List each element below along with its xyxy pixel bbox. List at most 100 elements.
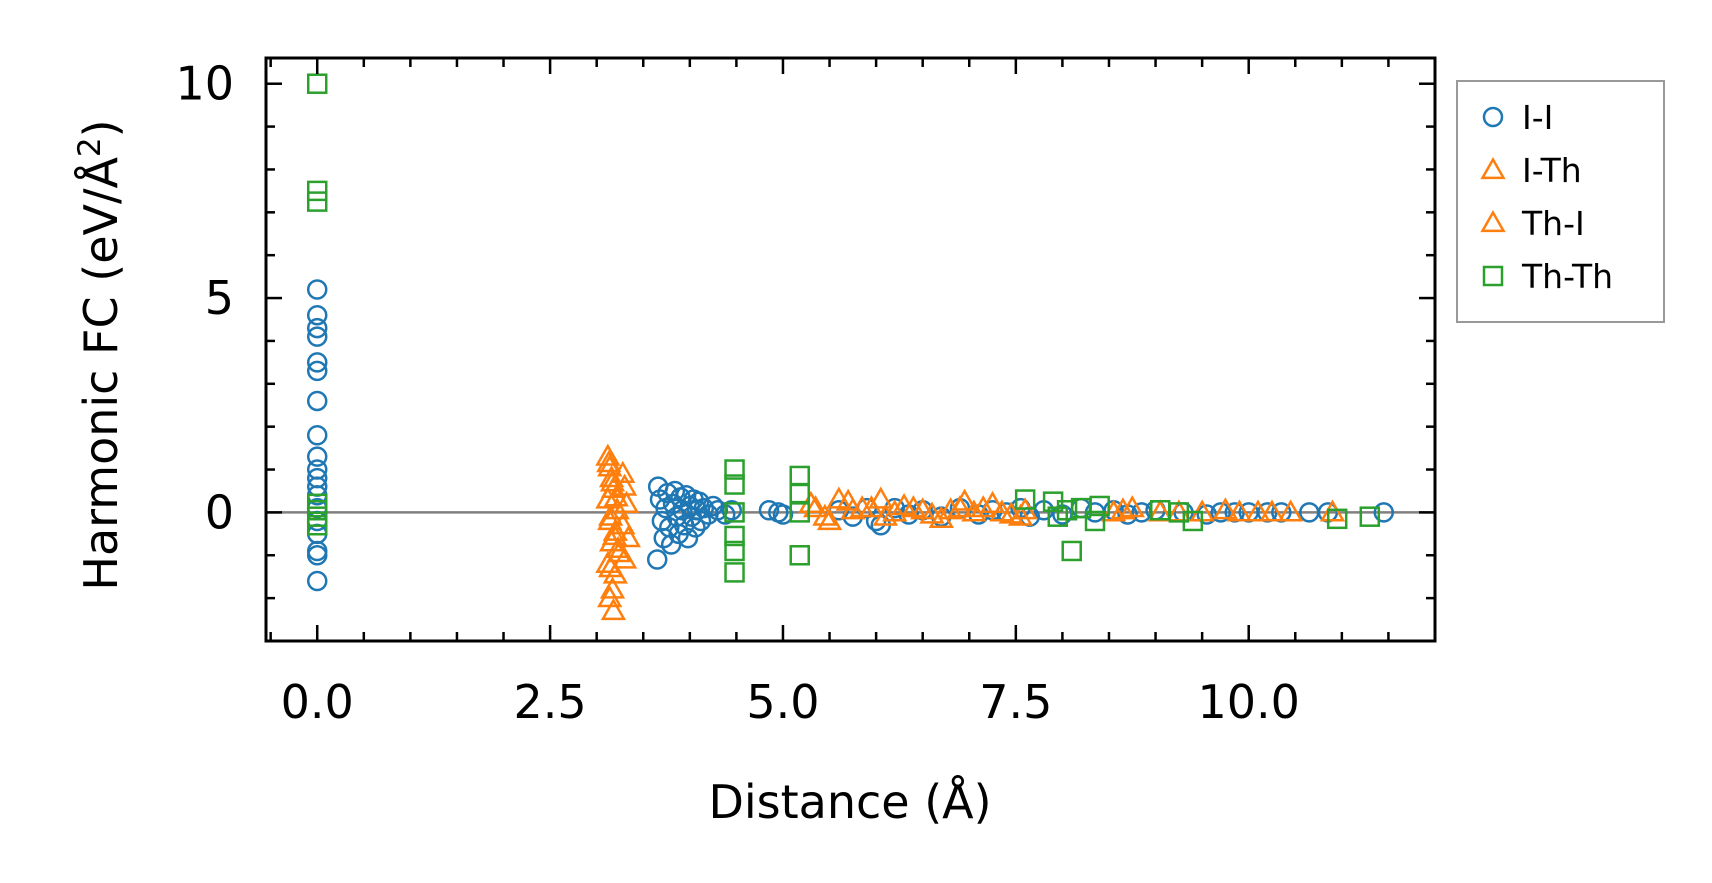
legend-marker xyxy=(1482,265,1504,287)
data-point xyxy=(900,495,927,518)
data-point xyxy=(724,474,745,495)
data-point xyxy=(1359,506,1381,527)
data-point xyxy=(989,499,1015,522)
series-th-i xyxy=(596,450,1346,599)
data-point xyxy=(1007,503,1034,526)
plot-area xyxy=(266,73,1435,621)
data-point xyxy=(1373,502,1395,523)
data-point xyxy=(599,576,626,599)
data-point xyxy=(597,503,624,526)
data-point xyxy=(835,488,861,511)
data-point xyxy=(646,549,668,570)
x-tick-label: 10.0 xyxy=(1197,675,1299,729)
data-point xyxy=(872,503,899,526)
data-point xyxy=(664,480,686,502)
data-point xyxy=(306,424,328,446)
legend: I-I I-Th Th-I Th-Th xyxy=(1456,80,1665,323)
data-point xyxy=(1182,510,1204,532)
legend-item: I-I xyxy=(1482,98,1553,137)
data-point xyxy=(816,507,843,531)
data-point xyxy=(306,73,328,94)
data-point xyxy=(970,495,996,518)
data-point xyxy=(1226,499,1253,522)
data-point xyxy=(789,465,810,487)
data-point xyxy=(306,570,328,592)
data-point xyxy=(961,499,987,522)
data-point xyxy=(677,527,699,549)
data-point xyxy=(306,540,328,562)
data-point xyxy=(868,486,894,509)
data-point xyxy=(882,499,908,522)
data-point xyxy=(1014,489,1036,510)
data-point xyxy=(306,352,328,373)
data-point xyxy=(789,482,810,504)
data-point xyxy=(802,495,829,518)
legend-item: I-Th xyxy=(1480,151,1582,190)
data-point xyxy=(306,279,328,300)
data-point xyxy=(597,555,624,578)
data-point xyxy=(721,500,742,521)
data-point xyxy=(1259,499,1285,522)
x-axis-label: Distance (Å) xyxy=(708,775,991,829)
data-point xyxy=(724,562,745,583)
legend-item: Th-I xyxy=(1480,204,1585,243)
y-axis-label-close: ) xyxy=(74,119,128,137)
legend-marker xyxy=(1482,106,1504,128)
data-point xyxy=(306,317,328,339)
data-point xyxy=(306,304,328,326)
legend-marker xyxy=(1480,209,1506,233)
y-tick-label: 0 xyxy=(205,485,234,539)
data-point xyxy=(306,180,328,202)
data-point xyxy=(724,459,745,480)
legend-box xyxy=(1456,80,1665,323)
data-point xyxy=(1061,540,1082,562)
data-point xyxy=(596,450,622,473)
data-point xyxy=(1084,510,1106,532)
plot-frame xyxy=(264,56,1437,643)
data-point xyxy=(789,502,810,523)
data-point xyxy=(595,486,621,509)
x-axis-ticks: 0.0 2.5 5.0 7.5 10.0 xyxy=(269,58,1437,729)
data-point xyxy=(1056,500,1078,521)
data-point xyxy=(724,502,745,523)
data-point xyxy=(306,191,328,212)
series-th-th xyxy=(306,73,1381,583)
data-point xyxy=(951,488,978,511)
data-point xyxy=(306,360,328,382)
data-point xyxy=(306,326,328,347)
data-point xyxy=(1089,495,1110,517)
legend-label: I-Th xyxy=(1522,151,1582,190)
legend-label: Th-I xyxy=(1521,204,1585,243)
x-tick-label: 7.5 xyxy=(979,675,1052,729)
data-point xyxy=(306,515,328,536)
legend-label: I-I xyxy=(1522,98,1553,137)
data-point xyxy=(605,535,631,558)
data-point xyxy=(1245,499,1271,522)
data-point xyxy=(1326,508,1348,530)
data-point xyxy=(615,525,641,548)
data-point xyxy=(1210,502,1232,523)
y-axis-label-main: Harmonic FC (eV/Å xyxy=(74,157,128,591)
data-point xyxy=(724,540,745,562)
data-point xyxy=(1277,499,1304,522)
data-point xyxy=(1110,497,1136,520)
data-point xyxy=(693,497,715,519)
data-point xyxy=(1212,497,1239,520)
data-point xyxy=(611,546,638,569)
x-tick-label: 5.0 xyxy=(746,675,819,729)
y-tick-label: 5 xyxy=(205,271,234,325)
data-point xyxy=(613,490,640,513)
data-point xyxy=(600,597,627,621)
data-point xyxy=(919,501,945,524)
x-tick-label: 0.0 xyxy=(281,675,354,729)
legend-label: Th-Th xyxy=(1521,257,1613,296)
y-axis-label-superscript: 2 xyxy=(72,137,108,157)
data-point xyxy=(603,484,629,507)
data-point xyxy=(758,500,780,521)
data-point xyxy=(595,443,621,466)
y-tick-label: 10 xyxy=(175,57,234,111)
data-point xyxy=(724,525,745,547)
data-point xyxy=(599,469,626,492)
data-point xyxy=(306,390,328,412)
